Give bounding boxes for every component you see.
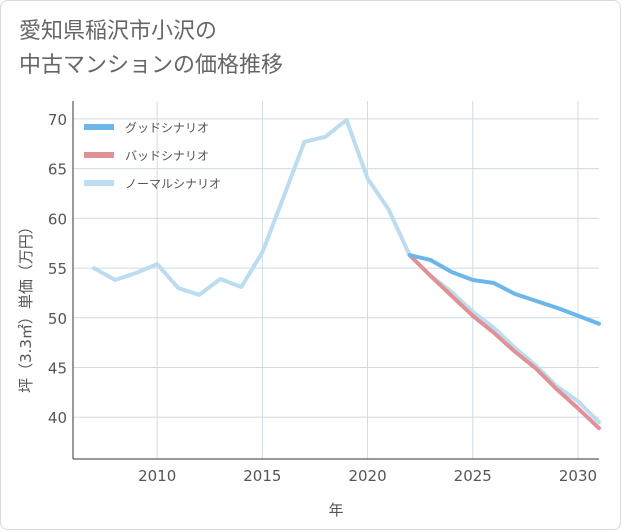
x-tick-label: 2025: [454, 467, 492, 485]
y-axis-title: 坪（3.3㎡）単価（万円）: [17, 219, 35, 393]
series-line-bad: [407, 253, 601, 431]
x-tick-label: 2030: [559, 467, 597, 485]
legend-item-normal: ノーマルシナリオ: [84, 177, 221, 191]
series-line-normal: [92, 117, 601, 425]
x-tick-label: 2015: [243, 467, 281, 485]
legend-label: グッドシナリオ: [125, 121, 209, 135]
chart-title-line1: 愛知県稲沢市小沢の: [19, 19, 218, 44]
legend-label: バッドシナリオ: [125, 149, 209, 163]
x-tick-label: 2010: [138, 467, 176, 485]
legend-label: ノーマルシナリオ: [125, 177, 221, 191]
chart-title: 愛知県稲沢市小沢の 中古マンションの価格推移: [19, 15, 283, 83]
series-lines: [92, 117, 601, 431]
x-tick-labels: 2010 2015 2020 2025 2030: [138, 467, 597, 485]
y-tick-label: 40: [48, 409, 67, 427]
chart-title-line2: 中古マンションの価格推移: [19, 53, 284, 78]
legend-item-bad: バッドシナリオ: [84, 149, 209, 163]
legend-item-good: グッドシナリオ: [84, 121, 209, 135]
x-tick-label: 2020: [348, 467, 386, 485]
series-line-good: [407, 253, 601, 326]
x-axis-title: 年: [328, 501, 343, 519]
y-tick-label: 50: [48, 310, 67, 328]
y-tick-label: 45: [48, 360, 67, 378]
y-tick-label: 70: [48, 111, 67, 129]
grid: [73, 101, 599, 459]
plot-frame: [72, 101, 599, 460]
y-tick-labels: 40 45 50 55 60 65 70: [48, 111, 67, 427]
y-tick-label: 60: [48, 210, 67, 228]
y-tick-label: 55: [48, 260, 67, 278]
y-tick-label: 65: [48, 161, 67, 179]
